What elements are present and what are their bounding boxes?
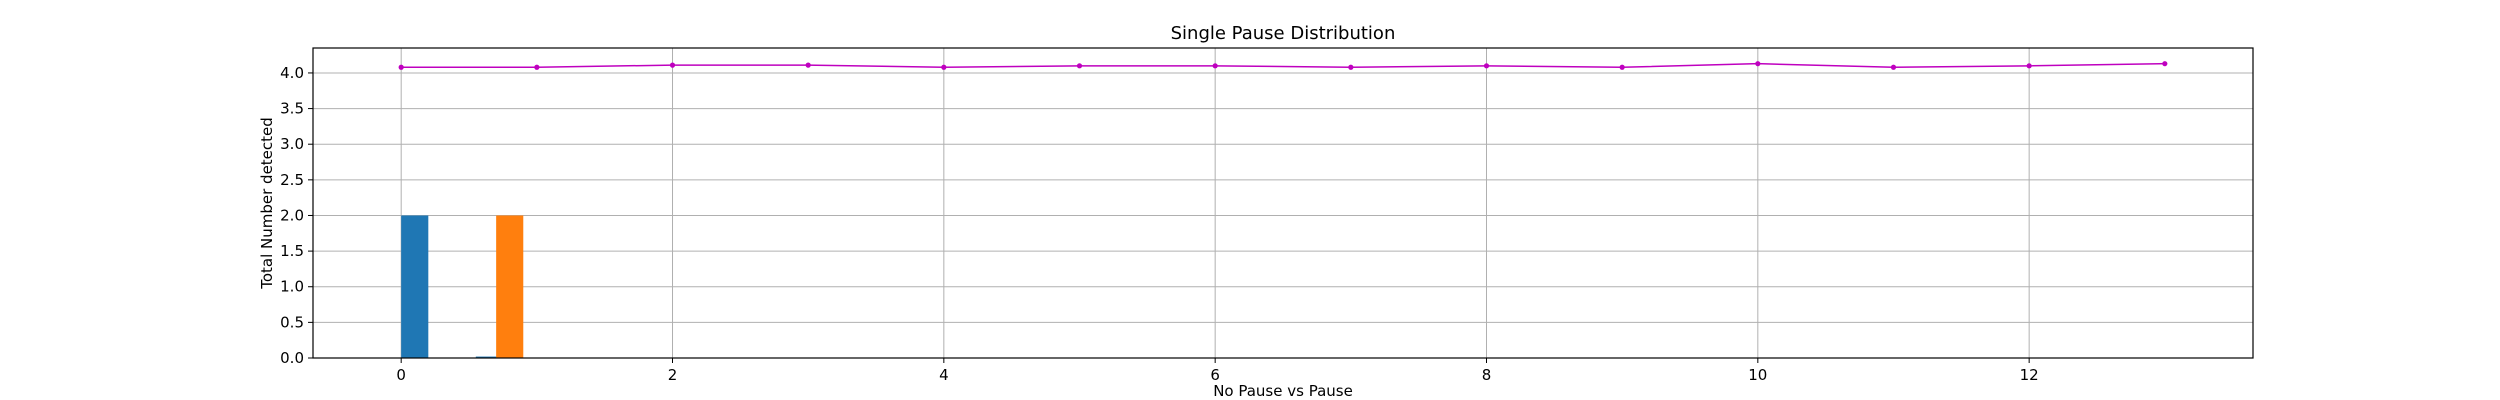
series-point <box>534 64 540 70</box>
chart-title: Single Pause Distribution <box>1171 23 1396 44</box>
series-point <box>1212 63 1218 69</box>
x-axis-ticks: 0 2 4 6 8 10 12 <box>396 358 2039 384</box>
bar <box>475 356 503 358</box>
x-tick-label: 6 <box>1210 366 1220 384</box>
bars <box>401 215 524 358</box>
series-point <box>1348 64 1354 70</box>
series-point <box>1483 63 1490 69</box>
series-point <box>1890 64 1897 70</box>
grid-lines <box>313 48 2253 359</box>
series-point <box>1619 64 1625 70</box>
series-line <box>401 62 2165 68</box>
series-point <box>1076 63 1083 69</box>
y-axis-ticks: 0.0 0.5 1.0 1.5 2.0 2.5 3.0 3.5 4.0 <box>280 64 313 367</box>
y-tick-label: 2.5 <box>280 171 304 189</box>
series-point <box>2162 61 2168 67</box>
series-point <box>2026 63 2032 69</box>
x-tick-label: 12 <box>2020 366 2039 384</box>
series-point <box>941 64 947 70</box>
y-tick-label: 1.5 <box>280 242 304 260</box>
series-point <box>669 62 676 68</box>
y-tick-label: 0.0 <box>280 349 304 367</box>
bar <box>401 215 429 358</box>
y-tick-label: 1.0 <box>280 278 304 296</box>
y-axis-title: Total Number detected <box>258 117 276 290</box>
x-tick-label: 2 <box>668 366 678 384</box>
y-tick-label: 3.5 <box>280 100 304 118</box>
series-point <box>805 62 811 68</box>
line-series <box>398 61 2168 70</box>
bar <box>496 215 524 358</box>
y-tick-label: 3.0 <box>280 135 304 153</box>
y-tick-label: 0.5 <box>280 313 304 331</box>
y-tick-label: 4.0 <box>280 64 304 82</box>
x-tick-label: 8 <box>1482 366 1492 384</box>
x-axis-title: No Pause vs Pause <box>1213 382 1353 400</box>
series-point <box>1755 61 1761 67</box>
series-point <box>398 64 404 70</box>
x-tick-label: 10 <box>1748 366 1767 384</box>
y-tick-label: 2.0 <box>280 206 304 224</box>
x-tick-label: 0 <box>396 366 406 384</box>
x-tick-label: 4 <box>939 366 949 384</box>
plot-frame <box>312 47 2254 359</box>
